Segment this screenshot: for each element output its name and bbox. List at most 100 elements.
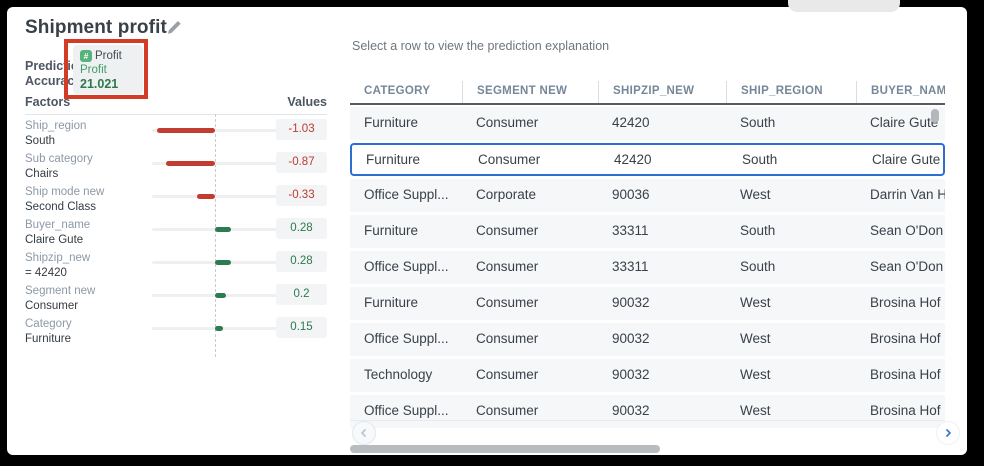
factor-feature-name: Shipzip_new [25,252,91,264]
table-cell: Claire Gute [870,115,939,130]
badge-type-label: Profit [95,50,122,62]
factor-value-pill: -0.33 [276,185,327,206]
table-cell: Consumer [478,152,541,167]
table-cell: 90032 [612,331,650,346]
table-cell: South [740,115,776,130]
table-cell: Consumer [476,331,539,346]
table-cell: 42420 [614,152,652,167]
numeric-type-icon: # [80,50,92,62]
prediction-panel: Shipment profit Prediction Accuracy # Pr… [18,15,330,445]
table-cell: Sean O'Don [870,259,944,274]
profit-badge: # Profit Profit 21.021 [73,45,143,94]
factor-feature-name: Sub category [25,153,93,165]
values-column-title: Values [287,95,327,109]
table-cell: West [740,331,771,346]
table-cell: Consumer [476,367,539,382]
table-row[interactable]: Technology Consumer 90032 West Brosina H… [350,359,945,392]
factors-divider [25,114,327,115]
table-cell: Furniture [366,152,421,167]
zero-baseline [215,114,216,357]
top-partial-element [788,0,900,12]
table-cell: Brosina Hof [870,403,941,418]
table-cell: Furniture [364,115,419,130]
factors-column-title: Factors [25,95,71,109]
table-cell: Office Suppl... [364,259,449,274]
factor-feature-name: Ship mode new [25,186,105,198]
page-title: Shipment profit [25,17,167,38]
table-row[interactable]: Office Suppl... Consumer 90032 West Bros… [350,395,945,428]
table-cell: South [740,223,776,238]
table-cell: Office Suppl... [364,403,449,418]
table-body: Furniture Consumer 42420 South Claire Gu… [350,107,945,431]
factor-row: Category Furniture 0.15 [18,316,330,349]
factor-bar-track [152,161,278,166]
table-cell: Corporate [476,187,537,202]
table-column-header[interactable]: CATEGORY [364,85,431,97]
table-cell: Consumer [476,403,539,418]
factor-bar-track [152,128,278,133]
table-row[interactable]: Office Suppl... Corporate 90036 West Dar… [350,179,945,212]
chevron-right-icon [946,429,951,437]
table-cell: West [740,403,771,418]
table-cell: Consumer [476,223,539,238]
factors-list: Ship_region South -1.03 Sub category Cha… [18,114,330,357]
vertical-scrollbar-thumb[interactable] [931,109,939,123]
table-row[interactable]: Furniture Consumer 42420 South Claire Gu… [350,143,945,176]
prev-page-button[interactable] [352,421,376,445]
table-column-header[interactable]: SHIPZIP_NEW [598,81,726,103]
table-cell: Brosina Hof [870,367,941,382]
table-column-header[interactable]: SHIP_REGION [726,81,856,103]
table-row[interactable]: Furniture Consumer 42420 South Claire Gu… [350,107,945,140]
table-row[interactable]: Office Suppl... Consumer 90032 West Bros… [350,323,945,356]
table-row[interactable]: Office Suppl... Consumer 33311 South Sea… [350,251,945,284]
factor-value-pill: 0.28 [276,218,327,239]
explanation-card: Shipment profit Prediction Accuracy # Pr… [7,7,967,455]
table-column-header[interactable]: SEGMENT NEW [462,81,598,103]
table-cell: Consumer [476,259,539,274]
table-cell: 90032 [612,367,650,382]
next-page-button[interactable] [936,421,960,445]
table-cell: 33311 [612,223,649,238]
table-cell: Office Suppl... [364,331,449,346]
factor-bar-track [152,326,278,331]
horizontal-scrollbar-thumb[interactable] [350,445,660,453]
factor-feature-name: Buyer_name [25,219,91,231]
table-cell: Claire Gute [872,152,941,167]
annotation-highlight-box [64,39,148,99]
table-cell: West [740,295,771,310]
factor-feature-value: Consumer [25,300,79,312]
table-column-header[interactable]: BUYER_NAME [856,81,945,103]
table-row[interactable]: Furniture Consumer 90032 West Brosina Ho… [350,287,945,320]
table-row[interactable]: Furniture Consumer 33311 South Sean O'Do… [350,215,945,248]
table-header-row: CATEGORY SEGMENT NEW SHIPZIP_NEW SHIP_RE… [350,81,945,103]
factor-value-pill: 0.28 [276,251,327,272]
table-scroll-divider [350,103,945,105]
factor-value-pill: -0.87 [276,152,327,173]
badge-value: 21.021 [80,77,119,91]
table-cell: Technology [364,367,433,382]
factor-feature-value: Chairs [25,168,59,180]
table-hint: Select a row to view the prediction expl… [352,39,610,53]
table-cell: Furniture [364,295,419,310]
factor-bar-track [152,293,278,298]
factor-feature-value: Claire Gute [25,234,84,246]
table-cell: 90032 [612,403,650,418]
factor-bar-track [152,194,278,199]
badge-target-label: Profit [80,64,107,76]
table-cell: Sean O'Don [870,223,944,238]
table-panel: Select a row to view the prediction expl… [350,7,964,455]
factor-feature-value: Second Class [25,201,96,213]
factor-value-pill: -1.03 [276,119,327,140]
table-cell: Brosina Hof [870,295,941,310]
edit-icon[interactable] [166,19,183,36]
table-cell: Office Suppl... [364,187,449,202]
table-cell: 42420 [612,115,650,130]
factor-feature-name: Ship_region [25,120,87,132]
table-cell: Consumer [476,295,539,310]
factor-feature-value: = 42420 [25,267,67,279]
factor-value-pill: 0.2 [276,284,327,305]
table-cell: West [740,367,771,382]
pager-divider [350,420,945,421]
table-cell: Darrin Van H [870,187,945,202]
